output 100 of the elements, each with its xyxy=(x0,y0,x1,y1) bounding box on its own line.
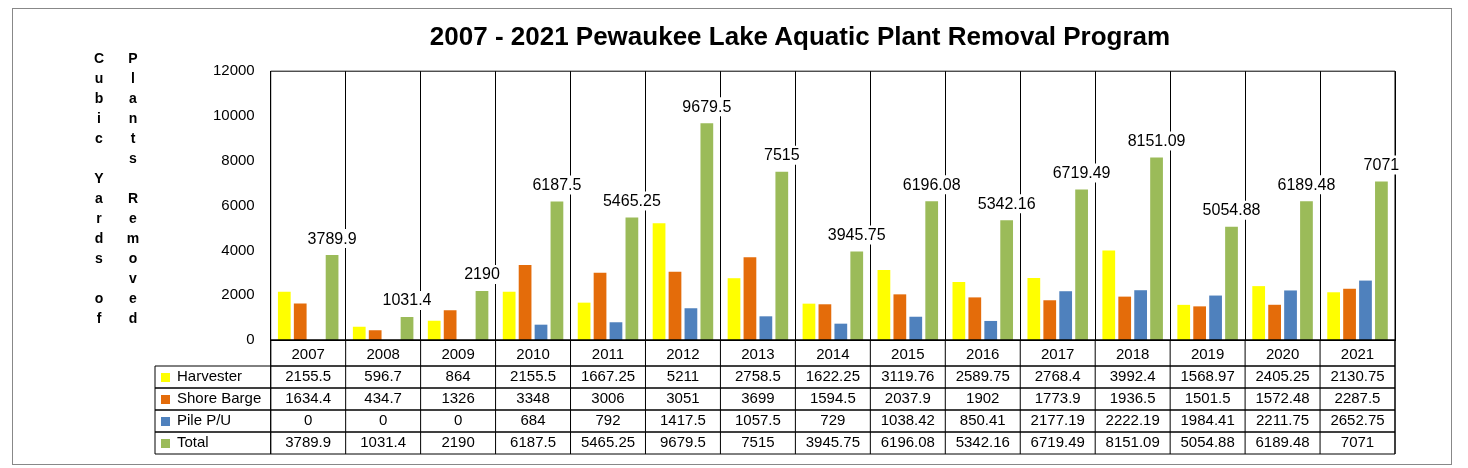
bar xyxy=(443,310,457,340)
bar xyxy=(893,294,907,340)
data-label: 2037.9 xyxy=(884,389,931,407)
data-label: 1501.5 xyxy=(1184,389,1231,407)
data-label: 2155.5 xyxy=(285,367,332,385)
data-label: 9679.5 xyxy=(660,433,706,451)
data-label: 2130.75 xyxy=(1330,367,1385,385)
legend-label: Total xyxy=(177,433,209,451)
data-label: 864 xyxy=(445,367,471,385)
data-label: 6719.49 xyxy=(1030,433,1085,451)
data-label: 3051 xyxy=(666,389,700,407)
data-label: 6187.5 xyxy=(510,433,556,451)
data-label: 729 xyxy=(820,411,846,429)
data-label: 2652.75 xyxy=(1330,411,1385,429)
bar xyxy=(909,316,923,340)
bar xyxy=(700,123,714,340)
data-label: 0 xyxy=(378,411,388,429)
legend-label: Shore Barge xyxy=(177,389,262,407)
data-label: 3348 xyxy=(516,389,550,407)
x-tick-label: 2008 xyxy=(366,345,400,363)
x-tick-label: 2009 xyxy=(441,345,475,363)
data-label: 792 xyxy=(595,411,621,429)
data-label: 2190 xyxy=(441,433,475,451)
data-label: 1038.42 xyxy=(880,411,935,429)
data-label: 1568.97 xyxy=(1180,367,1235,385)
bar xyxy=(1225,226,1238,340)
data-label: 1572.48 xyxy=(1255,389,1310,407)
bar xyxy=(1134,290,1147,340)
y-tick-label: 6000 xyxy=(221,195,255,213)
bar xyxy=(1252,286,1266,340)
data-label: 5342.16 xyxy=(955,433,1010,451)
data-label: 1031.4 xyxy=(360,433,407,451)
data-label: 2589.75 xyxy=(955,367,1010,385)
data-label: 2211.75 xyxy=(1256,411,1310,429)
data-label: 3992.4 xyxy=(1109,367,1156,385)
bar xyxy=(1193,306,1207,340)
y-tick-label: 10000 xyxy=(212,106,255,124)
annotation: 7515 xyxy=(764,146,800,164)
bar xyxy=(684,308,698,340)
data-label: 5465.25 xyxy=(580,433,636,451)
data-label: 3699 xyxy=(741,389,775,407)
bar xyxy=(1359,280,1372,340)
bar xyxy=(1000,220,1014,340)
bar xyxy=(427,320,441,340)
bar xyxy=(550,201,564,340)
bar xyxy=(400,316,414,340)
bar xyxy=(802,303,816,340)
x-tick-label: 2020 xyxy=(1265,345,1300,363)
data-label: 5211 xyxy=(666,367,700,385)
bar xyxy=(1118,296,1132,340)
data-label: 3119.76 xyxy=(881,367,935,385)
data-label: 6189.48 xyxy=(1255,433,1310,451)
x-tick-label: 2017 xyxy=(1041,345,1075,363)
chart-title: 2007 - 2021 Pewaukee Lake Aquatic Plant Removal Program xyxy=(429,20,1171,51)
annotation: 3789.9 xyxy=(307,229,357,247)
x-tick-label: 2010 xyxy=(516,345,550,363)
bar xyxy=(968,297,982,340)
data-label: 2758.5 xyxy=(734,367,781,385)
bar xyxy=(577,302,591,340)
data-label: 3006 xyxy=(591,389,625,407)
data-label: 5054.88 xyxy=(1180,433,1235,451)
data-label: 3789.9 xyxy=(285,433,332,451)
bar xyxy=(1102,250,1116,340)
annotation: 5054.88 xyxy=(1202,201,1261,219)
data-label: 3945.75 xyxy=(805,433,860,451)
bar xyxy=(727,278,741,340)
bar xyxy=(834,323,848,340)
bar xyxy=(593,272,607,340)
x-tick-label: 2019 xyxy=(1190,345,1225,363)
data-label: 2155.5 xyxy=(510,367,556,385)
bar xyxy=(352,326,366,340)
bar xyxy=(609,322,623,340)
x-tick-label: 2012 xyxy=(666,345,700,363)
annotation: 2190 xyxy=(464,265,500,283)
x-tick-label: 2021 xyxy=(1340,345,1375,363)
data-label: 0 xyxy=(453,411,463,429)
bar xyxy=(325,255,339,340)
data-label: 596.7 xyxy=(364,367,402,385)
x-tick-label: 2014 xyxy=(816,345,850,363)
bar xyxy=(1150,157,1163,340)
bar xyxy=(652,223,666,340)
data-label: 2177.19 xyxy=(1030,411,1085,429)
data-label: 1622.25 xyxy=(805,367,860,385)
text: Cubic Yards of Plants Removed xyxy=(91,50,141,330)
data-label: 1936.5 xyxy=(1109,389,1156,407)
bar xyxy=(1300,201,1313,340)
data-label: 1594.5 xyxy=(809,389,856,407)
annotation: 3945.75 xyxy=(827,226,886,244)
bar xyxy=(1343,288,1356,340)
annotation: 6187.5 xyxy=(532,175,582,193)
y-tick-label: 8000 xyxy=(221,150,255,168)
legend-label: Harvester xyxy=(177,367,243,385)
data-label: 1902 xyxy=(966,389,1000,407)
bar xyxy=(818,304,832,340)
bar xyxy=(277,291,291,340)
bar xyxy=(1327,292,1340,340)
y-tick-label: 0 xyxy=(246,330,255,348)
x-tick-label: 2013 xyxy=(741,345,775,363)
bar xyxy=(1075,189,1088,340)
data-label: 684 xyxy=(520,411,546,429)
